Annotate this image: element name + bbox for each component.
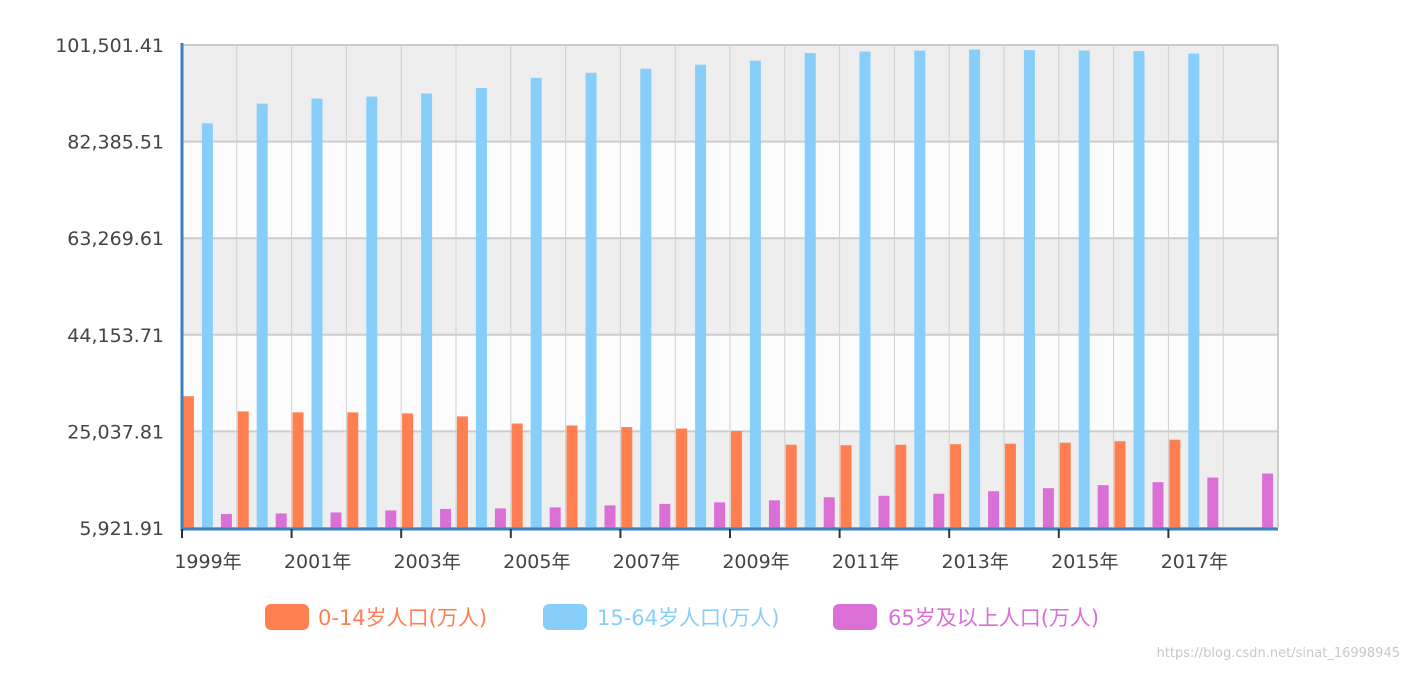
bar[interactable] <box>1188 53 1200 529</box>
x-tick-label: 2001年 <box>284 551 351 573</box>
bar[interactable] <box>914 50 926 528</box>
bar[interactable] <box>366 96 378 529</box>
bar[interactable] <box>511 423 523 528</box>
bar[interactable] <box>256 103 268 528</box>
bar[interactable] <box>1262 473 1274 528</box>
y-axis-ticks: 5,921.91 25,037.81 44,153.71 63,269.61 82,38… <box>55 35 164 540</box>
bar[interactable] <box>1133 51 1145 528</box>
y-tick-label: 101,501.41 <box>55 35 164 57</box>
bar[interactable] <box>330 512 342 528</box>
x-tick-label: 2007年 <box>613 551 680 573</box>
y-tick-label: 82,385.51 <box>67 132 164 154</box>
bar[interactable] <box>1097 485 1109 528</box>
bar[interactable] <box>220 513 232 528</box>
bar[interactable] <box>695 64 707 528</box>
x-tick-label: 2003年 <box>394 551 461 573</box>
bar[interactable] <box>585 72 597 528</box>
bar[interactable] <box>895 444 907 528</box>
bar[interactable] <box>823 497 835 528</box>
bar[interactable] <box>878 495 890 528</box>
bar[interactable] <box>676 428 688 528</box>
x-axis-ticks: 1999年 2001年 2003年 2005年 2007年 2009年 2011年 2013年… <box>174 529 1228 573</box>
bar[interactable] <box>549 507 561 528</box>
bar[interactable] <box>749 60 761 529</box>
legend-label: 0-14岁人口(万人) <box>318 606 487 630</box>
legend[interactable]: 0-14岁人口(万人) 15-64岁人口(万人) 65岁及以上人口(万人) <box>265 604 1099 630</box>
bar[interactable] <box>1169 439 1181 528</box>
bar[interactable] <box>1059 442 1071 528</box>
legend-item[interactable]: 0-14岁人口(万人) <box>265 604 487 630</box>
x-tick-label: 1999年 <box>174 551 241 573</box>
bar[interactable] <box>768 500 780 528</box>
x-tick-label: 2017年 <box>1161 551 1228 573</box>
bar[interactable] <box>311 98 323 529</box>
bar[interactable] <box>1078 50 1090 528</box>
bar[interactable] <box>804 53 816 529</box>
x-tick-label: 2015年 <box>1051 551 1118 573</box>
bar[interactable] <box>785 444 797 528</box>
bar[interactable] <box>933 493 945 528</box>
legend-swatch <box>543 604 587 630</box>
legend-swatch <box>265 604 309 630</box>
bar[interactable] <box>1114 441 1126 528</box>
bar[interactable] <box>1207 477 1219 528</box>
bar[interactable] <box>1042 488 1054 528</box>
bar[interactable] <box>859 51 871 528</box>
bar[interactable] <box>950 444 962 528</box>
bar[interactable] <box>604 505 616 528</box>
bar[interactable] <box>640 68 652 529</box>
bar[interactable] <box>988 491 1000 528</box>
bar[interactable] <box>1152 482 1164 528</box>
bar[interactable] <box>969 49 981 528</box>
x-tick-label: 2011年 <box>832 551 899 573</box>
y-tick-label: 63,269.61 <box>67 228 164 250</box>
y-tick-label: 44,153.71 <box>67 325 164 347</box>
bar[interactable] <box>1004 443 1016 528</box>
x-tick-label: 2005年 <box>503 551 570 573</box>
watermark: https://blog.csdn.net/sinat_16998945 <box>1156 646 1400 661</box>
bar[interactable] <box>385 510 397 528</box>
bar[interactable] <box>840 445 852 528</box>
bar[interactable] <box>659 503 671 528</box>
bar[interactable] <box>530 77 542 528</box>
legend-label: 65岁及以上人口(万人) <box>888 606 1099 630</box>
legend-item[interactable]: 65岁及以上人口(万人) <box>833 604 1099 630</box>
legend-item[interactable]: 15-64岁人口(万人) <box>543 604 779 630</box>
legend-swatch <box>833 604 877 630</box>
x-tick-label: 2013年 <box>942 551 1009 573</box>
bar[interactable] <box>182 396 194 528</box>
y-tick-label: 25,037.81 <box>67 421 164 443</box>
bar[interactable] <box>1023 50 1035 528</box>
bar[interactable] <box>347 412 359 528</box>
bar[interactable] <box>237 411 249 528</box>
bar[interactable] <box>714 502 726 528</box>
legend-label: 15-64岁人口(万人) <box>597 606 779 630</box>
grid-lines <box>181 44 1279 529</box>
bar[interactable] <box>494 508 506 528</box>
bar[interactable] <box>621 427 633 528</box>
bar[interactable] <box>475 87 487 528</box>
bar[interactable] <box>275 513 287 528</box>
bars <box>182 49 1274 529</box>
bar[interactable] <box>421 93 433 528</box>
y-tick-label: 5,921.91 <box>79 518 164 540</box>
bar[interactable] <box>730 431 742 528</box>
bar[interactable] <box>402 413 414 528</box>
bar[interactable] <box>201 123 213 528</box>
bar[interactable] <box>292 412 304 528</box>
bar[interactable] <box>456 416 468 528</box>
bar[interactable] <box>566 425 578 528</box>
bar[interactable] <box>440 508 452 528</box>
x-tick-label: 2009年 <box>722 551 789 573</box>
